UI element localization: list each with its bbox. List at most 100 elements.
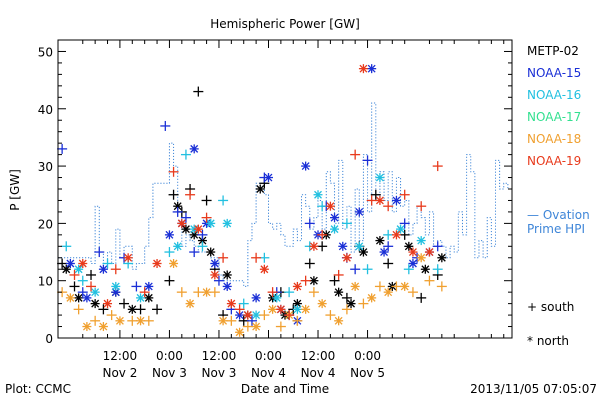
star-d2-stroke (272, 293, 281, 302)
star-d2-stroke (309, 242, 318, 251)
noaa-15-north-point (330, 213, 340, 223)
star-d2-stroke (243, 311, 252, 320)
noaa-16-north-point (222, 218, 232, 228)
noaa-16-south-point (180, 149, 191, 160)
star-d2-stroke (115, 316, 124, 325)
star-d2-stroke (293, 282, 302, 291)
noaa-18-south-point (391, 281, 402, 292)
metp-02-south-point (135, 304, 146, 315)
star-d2-stroke (417, 253, 426, 262)
x-tick-time-label: 12:00 (301, 349, 336, 363)
star-d2-stroke (136, 316, 145, 325)
noaa-16-north-point (90, 287, 100, 297)
star-d2-stroke (74, 293, 83, 302)
ovation-hpi-step-line (58, 102, 512, 287)
legend-entry: NOAA-15 (527, 66, 581, 80)
star-d2-stroke (173, 242, 182, 251)
noaa-15-south-point (172, 206, 183, 217)
noaa-18-south-point (193, 287, 204, 298)
noaa-19-south-point (284, 310, 295, 321)
star-d2-stroke (252, 322, 261, 331)
noaa-15-south-point (131, 281, 142, 292)
noaa-15-south-point (432, 241, 443, 252)
star-d2-stroke (367, 64, 376, 73)
star-d2-stroke (330, 225, 339, 234)
noaa-15-north-point (65, 259, 75, 268)
noaa-19-south-point (366, 195, 377, 206)
star-d2-stroke (223, 219, 232, 228)
noaa-19-north-point (309, 241, 319, 251)
metp-02-north-point (206, 247, 216, 257)
star-d2-stroke (392, 196, 401, 205)
plot-timestamp: 2013/11/05 07:05:07 (470, 382, 597, 396)
noaa-19-north-point (226, 299, 236, 309)
x-tick-time-label: 0:00 (354, 349, 381, 363)
star-d2-stroke (314, 190, 322, 199)
noaa-16-north-point (74, 264, 84, 274)
star-d2-stroke (128, 305, 137, 314)
metp-02-south-point (383, 258, 394, 269)
y-tick-label: 0 (45, 332, 53, 346)
star-d2-stroke (186, 299, 195, 308)
noaa-18-north-point (400, 281, 410, 291)
metp-02-south-point (341, 292, 352, 303)
noaa-18-north-point (218, 316, 228, 326)
noaa-19-south-point (139, 287, 150, 298)
metp-02-south-point (69, 281, 80, 292)
noaa-19-south-point (383, 201, 394, 212)
star-d2-stroke (260, 265, 269, 274)
x-tick-day-label: Nov 5 (350, 366, 385, 380)
plot-credit: Plot: CCMC (5, 382, 71, 396)
star-d2-stroke (227, 299, 236, 308)
noaa-15-south-point (197, 229, 208, 240)
noaa-15-south-point (160, 120, 171, 131)
noaa-18-north-point (202, 287, 212, 297)
noaa-18-south-point (424, 275, 435, 286)
noaa-19-south-point (69, 269, 80, 280)
chart-title: Hemispheric Power [GW] (210, 17, 360, 31)
star-d2-stroke (380, 248, 389, 256)
star-d2-stroke (111, 282, 120, 291)
noaa-19-north-point (292, 281, 302, 291)
star-d2-stroke (334, 316, 343, 325)
noaa-16-north-point (206, 218, 216, 228)
metp-02-north-point (334, 287, 344, 297)
star-d2-stroke (347, 299, 355, 308)
noaa-19-north-point (210, 270, 220, 280)
noaa-18-south-point (358, 298, 369, 309)
noaa-18-south-point (407, 287, 418, 298)
noaa-16-south-point (362, 264, 373, 275)
star-d2-stroke (78, 259, 87, 268)
noaa-16-south-point (383, 229, 394, 240)
noaa-18-north-point (268, 304, 278, 314)
noaa-16-south-point (341, 218, 352, 229)
noaa-16-north-point (111, 281, 121, 291)
x-tick-time-label: 0:00 (156, 349, 183, 363)
star-d2-stroke (62, 265, 71, 274)
noaa-19-north-point (342, 253, 352, 263)
noaa-19-north-point (358, 64, 368, 74)
noaa-19-north-point (152, 259, 162, 268)
noaa-15-south-point (383, 241, 394, 252)
noaa-18-north-point (367, 293, 377, 303)
metp-02-south-point (329, 275, 340, 286)
star-d2-stroke (326, 202, 335, 211)
star-d2-stroke (301, 162, 310, 171)
star-d2-stroke (206, 219, 215, 228)
y-axis-ticks: 0 10 20 30 40 50 (38, 39, 512, 346)
noaa-15-south-point (399, 218, 410, 229)
metp-02-north-point (181, 224, 191, 234)
noaa-18-south-point (242, 321, 253, 332)
x-tick-day-label: Nov 4 (251, 366, 286, 380)
noaa-19-north-point (424, 247, 434, 257)
metp-02-south-point (86, 269, 97, 280)
noaa-19-south-point (110, 264, 121, 275)
star-d2-stroke (318, 299, 327, 308)
noaa-18-south-point (90, 315, 101, 326)
star-d2-stroke (219, 316, 228, 325)
noaa-16-south-point (403, 264, 414, 275)
noaa-15-north-point (367, 64, 377, 74)
noaa-19-south-point (168, 166, 179, 177)
metp-02-north-point (375, 236, 385, 246)
star-d2-stroke (338, 242, 347, 251)
